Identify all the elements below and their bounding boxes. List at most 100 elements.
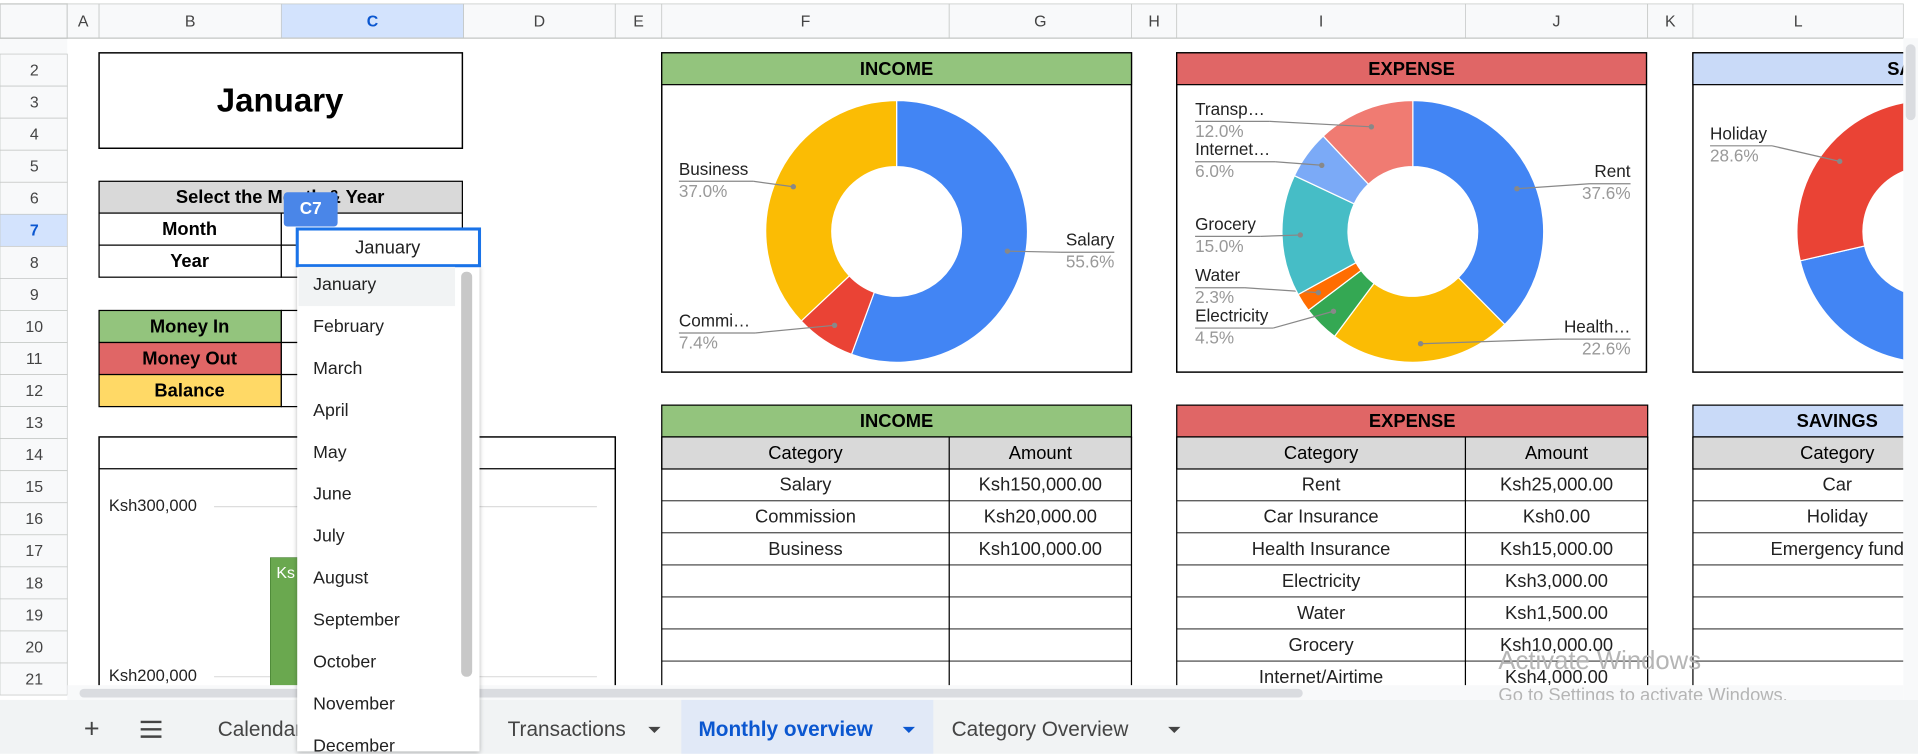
dropdown-scrollbar[interactable] — [461, 271, 473, 677]
column-header[interactable] — [1465, 3, 1649, 39]
dropdown-option[interactable]: May — [313, 442, 347, 462]
table-cell: Water — [1297, 602, 1345, 623]
sheet-tab[interactable]: Category Overview — [952, 718, 1130, 741]
selector-header — [98, 180, 463, 214]
row-header[interactable] — [0, 406, 68, 440]
dropdown-option[interactable]: December — [313, 735, 395, 754]
leader-line — [1275, 161, 1322, 166]
dropdown-option[interactable]: July — [313, 526, 345, 546]
tab-arrow[interactable] — [902, 726, 915, 733]
row-header[interactable] — [0, 181, 68, 215]
table-cell: Electricity — [1282, 570, 1361, 591]
headers: A B C D E F G H I J K L 2 3 4 5 6 7 8 9 10 11 12 13 14 15 16 17 18 19… — [0, 3, 1918, 705]
table-cell: Rent — [1302, 474, 1341, 495]
pie-slice-other — [1799, 245, 1904, 361]
row-header[interactable] — [0, 662, 68, 696]
column-header[interactable] — [1692, 3, 1904, 39]
sheet-tab[interactable]: Calendar — [218, 718, 302, 741]
dropdown-input[interactable] — [295, 227, 482, 268]
tab-arrow[interactable] — [1168, 726, 1181, 733]
table-cell: Grocery — [1288, 634, 1354, 655]
table-header: Amount — [1525, 442, 1588, 463]
row-header[interactable] — [0, 149, 68, 183]
pie-slice — [1322, 99, 1414, 186]
dropdown-option[interactable]: March — [313, 358, 362, 378]
h-scroll-thumb[interactable] — [79, 688, 1303, 698]
table-cell: Ksh3,000.00 — [1505, 570, 1608, 591]
column-header[interactable] — [948, 3, 1132, 39]
row-header[interactable] — [0, 245, 68, 279]
row-number: 19 — [25, 607, 43, 624]
selector-label: Year — [170, 250, 209, 271]
tab-active-bg[interactable] — [681, 699, 934, 754]
leader-dot — [1315, 289, 1322, 296]
dropdown-option[interactable]: October — [313, 652, 376, 672]
dropdown-option[interactable]: November — [313, 694, 395, 714]
slice-percent: 28.6% — [1710, 146, 1759, 165]
column-header[interactable] — [280, 3, 464, 39]
selector-title: Select the Month & Year — [176, 186, 384, 207]
summary-label-cell — [98, 341, 282, 376]
summary-label-cell — [98, 309, 282, 344]
row-header[interactable] — [0, 342, 68, 375]
row-header[interactable] — [0, 470, 68, 504]
row-header[interactable] — [0, 53, 68, 87]
row-number: 13 — [25, 415, 43, 432]
row-header[interactable] — [0, 278, 68, 311]
table-title-bar — [1176, 404, 1649, 438]
row-number: 9 — [30, 287, 39, 304]
slice-label: Transp… — [1195, 100, 1265, 119]
selector-label-cell — [98, 212, 282, 246]
row-number: 7 — [30, 223, 39, 240]
row-header[interactable] — [0, 310, 68, 343]
dropdown-option[interactable]: August — [313, 568, 368, 588]
row-number: 16 — [25, 511, 43, 528]
leader-dot — [1319, 162, 1325, 168]
table-cell: Car — [1822, 474, 1852, 495]
dropdown-option[interactable]: June — [313, 484, 352, 504]
row-number: 15 — [25, 479, 43, 496]
row-header[interactable] — [0, 117, 68, 151]
leader-line — [1244, 287, 1319, 294]
column-header[interactable] — [463, 3, 616, 39]
dropdown-option[interactable]: January — [313, 274, 376, 294]
leader-dot — [1368, 124, 1375, 130]
table-header: Category — [768, 442, 843, 463]
leader-line — [1269, 120, 1372, 128]
row-header[interactable] — [0, 213, 68, 247]
summary-label: Balance — [154, 380, 224, 401]
add-sheet[interactable]: + — [84, 714, 100, 744]
column-letter: H — [1148, 13, 1159, 30]
column-header[interactable] — [614, 3, 663, 39]
table-cell: Ksh100,000.00 — [979, 538, 1102, 559]
leader-line — [1420, 338, 1560, 345]
dropdown-option[interactable]: February — [313, 316, 384, 336]
row-header[interactable] — [0, 502, 68, 536]
tab-arrow[interactable] — [648, 726, 661, 733]
cell-badge-bg — [283, 192, 338, 227]
row-number: 5 — [30, 159, 39, 176]
sheet-tab[interactable]: Monthly overview — [698, 718, 873, 741]
column-letter: L — [1794, 13, 1803, 30]
v-scroll-thumb[interactable] — [1905, 44, 1916, 121]
tab-bar: + Calendar Transactions Monthly overview Cat… — [0, 699, 1918, 754]
dropdown-panel — [297, 265, 480, 752]
table-header: Category — [1800, 442, 1875, 463]
sheet-tab[interactable]: Transactions — [508, 718, 626, 741]
slice-label: Business — [679, 160, 748, 179]
row-header[interactable] — [0, 438, 68, 472]
row-header[interactable] — [0, 534, 68, 568]
slice-label: Salary — [1066, 231, 1115, 250]
slice-percent: 37.6% — [1582, 184, 1631, 203]
leader-line — [1007, 250, 1061, 253]
dropdown-option[interactable]: April — [313, 400, 348, 420]
table-cell: Ksh0.00 — [1523, 506, 1590, 527]
row-header[interactable] — [0, 598, 68, 632]
row-header[interactable] — [0, 85, 68, 119]
table-cell: Emergency fund — [1771, 538, 1904, 559]
column-header[interactable] — [98, 3, 282, 39]
row-header[interactable] — [0, 566, 68, 600]
dropdown-option[interactable]: September — [313, 610, 400, 630]
row-header[interactable] — [0, 374, 68, 407]
